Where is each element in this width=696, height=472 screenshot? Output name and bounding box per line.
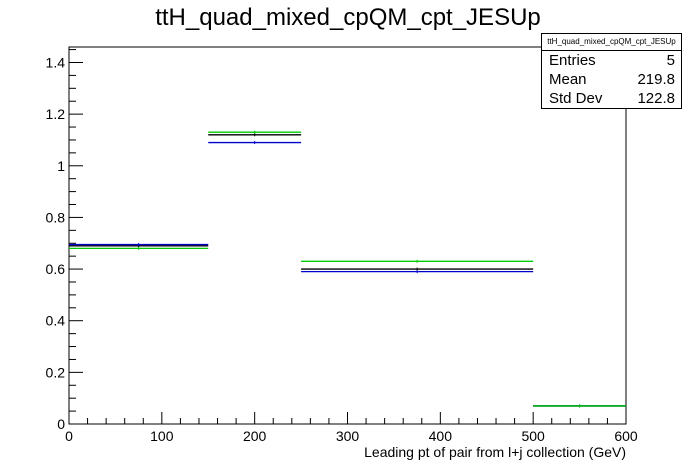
x-tick-label: 100 bbox=[150, 428, 174, 444]
stats-box: ttH_quad_mixed_cpQM_cpt_JESUp Entries 5 … bbox=[541, 33, 682, 109]
entries-value: 5 bbox=[666, 52, 675, 69]
stats-row-mean: Mean 219.8 bbox=[542, 70, 681, 89]
y-tick-label: 0.2 bbox=[46, 364, 66, 380]
chart-title: ttH_quad_mixed_cpQM_cpt_JESUp bbox=[155, 4, 541, 31]
y-tick-label: 0 bbox=[57, 416, 65, 432]
x-tick-label: 200 bbox=[243, 428, 267, 444]
entries-label: Entries bbox=[549, 52, 596, 69]
x-tick-label: 400 bbox=[429, 428, 453, 444]
stddev-label: Std Dev bbox=[549, 90, 603, 107]
x-tick-label: 500 bbox=[521, 428, 545, 444]
y-tick-label: 0.6 bbox=[46, 261, 66, 277]
stddev-value: 122.8 bbox=[637, 90, 675, 107]
x-axis-label: Leading pt of pair from l+j collection (… bbox=[364, 444, 626, 460]
y-tick-label: 0.8 bbox=[46, 209, 66, 225]
stats-row-stddev: Std Dev 122.8 bbox=[542, 89, 681, 108]
stats-row-entries: Entries 5 bbox=[542, 51, 681, 70]
y-tick-label: 0.4 bbox=[46, 313, 66, 329]
y-tick-label: 1 bbox=[57, 158, 65, 174]
x-tick-label: 300 bbox=[336, 428, 360, 444]
stats-box-title: ttH_quad_mixed_cpQM_cpt_JESUp bbox=[542, 34, 681, 51]
mean-value: 219.8 bbox=[637, 71, 675, 88]
x-tick-label: 0 bbox=[65, 428, 73, 444]
y-tick-label: 1.2 bbox=[46, 106, 66, 122]
y-tick-label: 1.4 bbox=[46, 54, 66, 70]
x-tick-label: 600 bbox=[614, 428, 638, 444]
mean-label: Mean bbox=[549, 71, 587, 88]
